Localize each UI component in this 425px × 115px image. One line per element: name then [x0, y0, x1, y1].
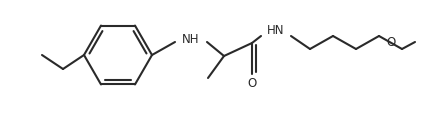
Text: HN: HN — [267, 23, 285, 36]
Text: O: O — [247, 77, 257, 90]
Text: NH: NH — [182, 33, 200, 46]
Text: O: O — [386, 36, 396, 49]
